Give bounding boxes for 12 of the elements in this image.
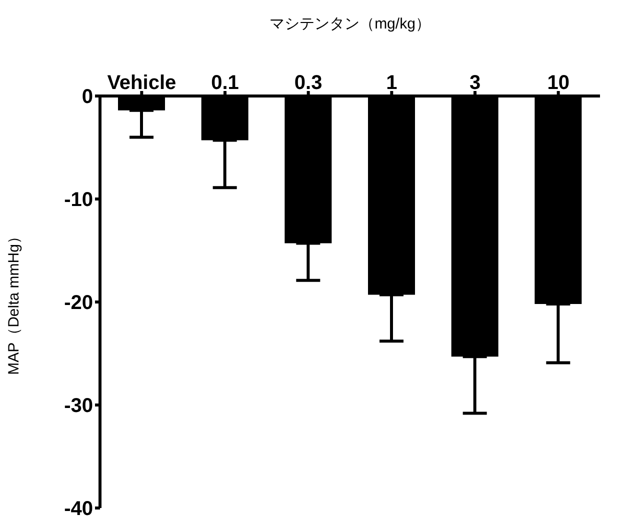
x-tick-label: 1 xyxy=(386,72,398,94)
y-tick-label: -20 xyxy=(64,292,93,314)
x-tick-label: Vehicle xyxy=(107,72,176,94)
x-tick-label: 3 xyxy=(469,72,481,94)
x-tick-label: 0.3 xyxy=(294,72,322,94)
y-tick-label: 0 xyxy=(82,86,93,108)
x-tick-label: 10 xyxy=(547,72,570,94)
y-tick-label: -10 xyxy=(64,189,93,212)
x-axis-title: マシテンタン（mg/kg） xyxy=(270,16,430,33)
y-tick-label: -40 xyxy=(64,498,93,520)
x-tick-label: 0.1 xyxy=(211,72,239,94)
y-tick-label: -30 xyxy=(64,395,93,418)
